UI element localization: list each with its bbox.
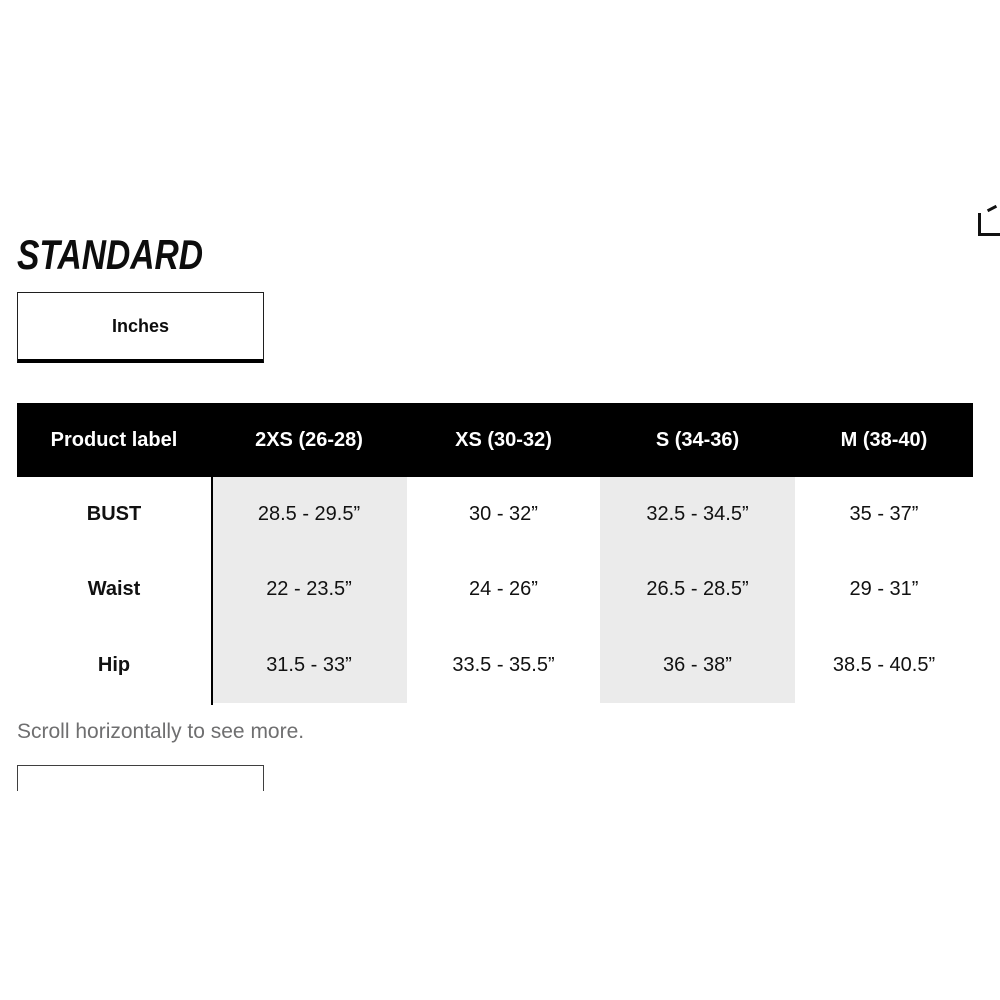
table-body: BUST 28.5 - 29.5” 30 - 32” 32.5 - 34.5” … [17,477,973,703]
corner-bracket-icon-dash [986,204,998,213]
tab-inches[interactable]: Inches [17,292,264,363]
page-title: STANDARD [17,231,204,278]
cell-waist-2xs: 22 - 23.5” [211,552,407,627]
cell-hip-s: 36 - 38” [600,627,795,703]
column-header-s: S (34-36) [655,428,740,451]
cell-waist-s: 26.5 - 28.5” [600,552,795,627]
size-table[interactable]: Product label 2XS (26-28) XS (30-32) S (… [17,403,973,705]
row-label-bust: BUST [86,503,142,525]
column-header-product-label: Product label [50,428,178,451]
table-row-bust: BUST 28.5 - 29.5” 30 - 32” 32.5 - 34.5” … [17,477,973,552]
cell-bust-m: 35 - 37” [849,503,919,525]
cell-hip-2xs: 31.5 - 33” [211,627,407,703]
cell-bust-xs: 30 - 32” [469,503,538,525]
tab-inches-label: Inches [111,315,170,336]
scroll-hint-text: Scroll horizontally to see more. [17,720,305,743]
table-row-waist: Waist 22 - 23.5” 24 - 26” 26.5 - 28.5” 2… [17,552,973,627]
cell-bust-2xs: 28.5 - 29.5” [211,477,407,552]
cell-hip-m: 38.5 - 40.5” [832,653,936,676]
row-label-hip: Hip [97,653,131,676]
cell-waist-m: 29 - 31” [849,578,919,600]
cell-waist-xs: 24 - 26” [469,578,538,600]
table-header-row: Product label 2XS (26-28) XS (30-32) S (… [17,403,973,477]
column-header-m: M (38-40) [840,428,928,451]
corner-bracket-icon [978,204,1000,236]
row-label-waist: Waist [87,578,141,600]
frozen-column-divider [211,477,213,705]
corner-bracket-icon-lshape [978,213,1000,236]
column-header-xs: XS (30-32) [455,428,552,451]
table-row-hip: Hip 31.5 - 33” 33.5 - 35.5” 36 - 38” 38.… [17,627,973,703]
cell-hip-xs: 33.5 - 35.5” [452,653,555,676]
tab-partial-next-section[interactable] [17,765,264,791]
column-header-2xs: 2XS (26-28) [255,428,363,451]
cell-bust-s: 32.5 - 34.5” [600,477,795,552]
